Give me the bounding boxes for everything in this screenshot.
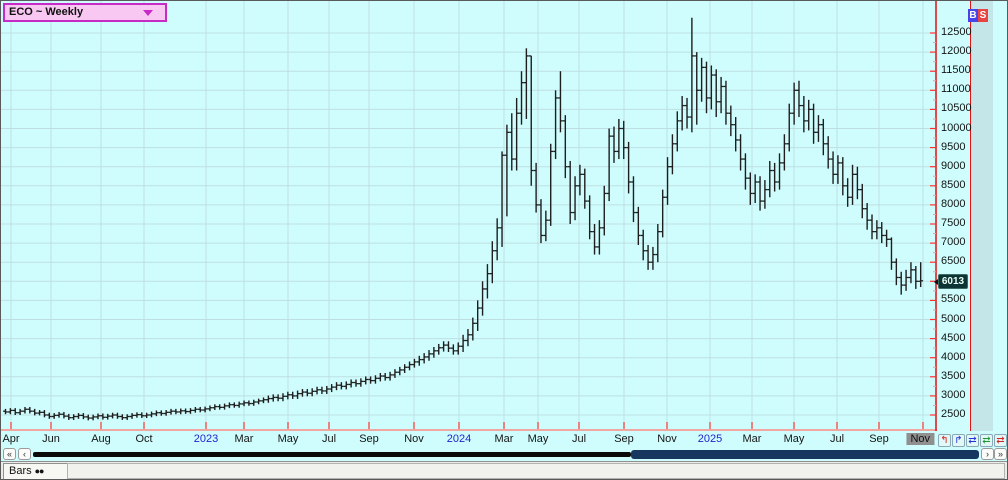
y-axis-tick-label: 3000 xyxy=(941,388,966,401)
x-axis-tick-label: Nov xyxy=(657,433,677,445)
x-axis-tick-label: Aug xyxy=(91,433,111,445)
x-axis-tick-label: Sep xyxy=(614,433,634,445)
y-axis-tick-label: 5000 xyxy=(941,312,966,325)
x-axis-tick-label: May xyxy=(783,433,805,445)
x-axis-tick-label: Apr xyxy=(2,433,20,445)
x-axis-tick-label: Mar xyxy=(742,433,762,445)
y-axis-tick-label: 7500 xyxy=(941,217,966,229)
y-axis-tick-label: 9500 xyxy=(941,140,966,153)
x-axis-tick-label: Sep xyxy=(359,433,379,445)
x-axis-tick-label: 2023 xyxy=(193,433,219,445)
y-axis-tick-label: 4000 xyxy=(941,350,966,363)
x-axis-tick-label: Jun xyxy=(42,433,60,445)
red-hscroll-button[interactable]: ⇄ xyxy=(994,434,1007,447)
instrument-dropdown[interactable]: ECO ~ Weekly xyxy=(3,3,167,22)
x-axis-tick-label: Jul xyxy=(321,433,337,445)
sell-badge-button[interactable]: S xyxy=(978,9,988,22)
chevron-down-icon xyxy=(143,10,153,16)
y-axis-tick-label: 12500 xyxy=(941,26,972,38)
x-axis-tick-label: Sep xyxy=(869,433,889,445)
y-axis-tick-label: 11500 xyxy=(941,64,971,77)
scroll-thumb[interactable] xyxy=(631,450,979,459)
y-axis-tick-label: 3500 xyxy=(941,369,966,382)
y-axis-scale[interactable]: 12500 12000 11500 11000 10500 10000 9500 9000 85… xyxy=(941,1,972,431)
price-scale-strip xyxy=(970,1,993,431)
x-axis-tick-label: Oct xyxy=(135,433,153,445)
last-price-marker: 6013 xyxy=(934,273,968,289)
y-axis-tick-label: 7000 xyxy=(941,236,966,249)
buy-badge-button[interactable]: B xyxy=(968,9,978,22)
y-axis-tick-label: 11000 xyxy=(941,83,971,96)
x-axis-tick-label: Jul xyxy=(571,433,587,445)
scroll-far-right-button[interactable]: » xyxy=(994,448,1007,460)
instrument-dropdown-label: ECO ~ Weekly xyxy=(9,6,84,18)
chart-area: 12500 12000 11500 11000 10500 10000 9500 9000 85… xyxy=(1,1,1007,447)
x-axis-labels: Apr Jun Aug Oct 2023 Mar May Jul Sep Nov 2024 Mar Ma… xyxy=(1,433,937,447)
buy-sell-badge: B S xyxy=(968,9,988,22)
x-axis-tick-label: 2024 xyxy=(446,433,472,445)
horizontal-scrollbar: « ‹ › » xyxy=(1,447,1007,461)
y-axis-tick-label: 10000 xyxy=(941,121,972,134)
blue-return-arrow-button[interactable]: ↱ xyxy=(952,434,965,447)
y-axis-tick-label: 8500 xyxy=(941,178,966,191)
y-axis-tick-label: 8000 xyxy=(941,197,966,210)
x-axis-tick-label: Nov xyxy=(404,433,424,445)
x-axis-tick-label: Jul xyxy=(829,433,845,445)
bars-tab[interactable]: Bars ●● xyxy=(3,463,70,479)
y-axis-tick-label: 4500 xyxy=(941,331,966,344)
x-axis-tick-label: May xyxy=(277,433,299,445)
blue-hscroll-button[interactable]: ⇄ xyxy=(966,434,979,447)
status-panel xyxy=(67,463,1005,479)
y-axis-tick-label: 9000 xyxy=(941,159,966,172)
price-marker-arrow-icon xyxy=(934,278,938,285)
y-axis-tick-label: 10500 xyxy=(941,102,972,115)
x-axis-tick-label: May xyxy=(527,433,549,445)
x-axis-tick-label: Mar xyxy=(494,433,514,445)
y-axis-tick-label: 12000 xyxy=(941,45,972,58)
scroll-right-button[interactable]: › xyxy=(981,448,994,460)
price-chart-plot[interactable] xyxy=(1,1,937,447)
chart-mini-toolbar: ↰ ↱ ⇄ ⇄ ⇄ xyxy=(938,434,1007,447)
scroll-left-button[interactable]: ‹ xyxy=(18,448,31,460)
x-axis-tick-label: Nov xyxy=(906,433,935,445)
y-axis-tick-label: 2500 xyxy=(941,408,966,420)
red-return-arrow-button[interactable]: ↰ xyxy=(938,434,951,447)
y-axis-tick-label: 6500 xyxy=(941,255,966,268)
bars-tab-label: Bars xyxy=(9,465,32,477)
last-price-value: 6013 xyxy=(941,275,965,287)
x-axis-tick-label: Mar xyxy=(234,433,254,445)
y-axis-tick-label: 5500 xyxy=(941,293,966,306)
x-axis-tick-label: 2025 xyxy=(697,433,723,445)
tab-dots-icon: ●● xyxy=(34,466,45,476)
green-hscroll-button[interactable]: ⇄ xyxy=(980,434,993,447)
scroll-track[interactable] xyxy=(33,452,631,457)
status-bar: Bars ●● xyxy=(1,461,1007,479)
scroll-far-left-button[interactable]: « xyxy=(3,448,16,460)
